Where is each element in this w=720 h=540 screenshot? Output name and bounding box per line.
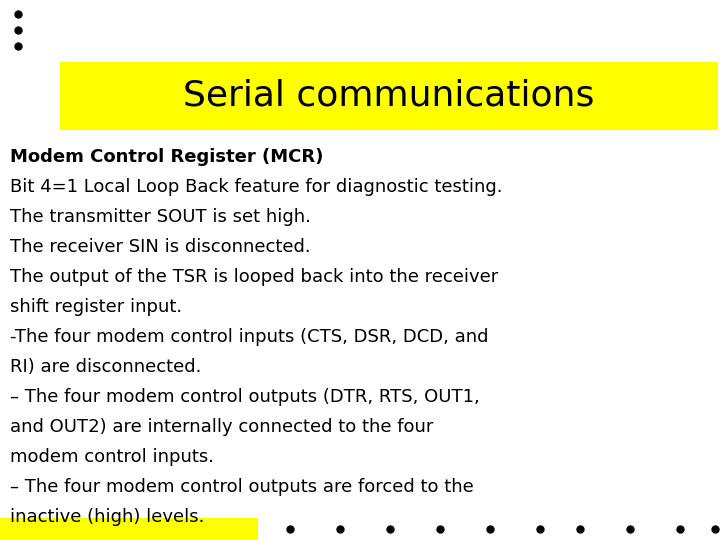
Text: RI) are disconnected.: RI) are disconnected.: [10, 358, 202, 376]
Text: and OUT2) are internally connected to the four: and OUT2) are internally connected to th…: [10, 418, 433, 436]
Text: -The four modem control inputs (CTS, DSR, DCD, and: -The four modem control inputs (CTS, DSR…: [10, 328, 488, 346]
Text: shift register input.: shift register input.: [10, 298, 182, 316]
Bar: [60, 62, 718, 130]
Text: inactive (high) levels.: inactive (high) levels.: [10, 508, 204, 526]
Text: The transmitter SOUT is set high.: The transmitter SOUT is set high.: [10, 208, 311, 226]
Text: Modem Control Register (MCR): Modem Control Register (MCR): [10, 148, 323, 166]
Text: – The four modem control outputs are forced to the: – The four modem control outputs are for…: [10, 478, 474, 496]
Text: Serial communications: Serial communications: [184, 79, 595, 113]
Text: modem control inputs.: modem control inputs.: [10, 448, 214, 466]
Text: – The four modem control outputs (DTR, RTS, OUT1,: – The four modem control outputs (DTR, R…: [10, 388, 480, 406]
Text: The receiver SIN is disconnected.: The receiver SIN is disconnected.: [10, 238, 310, 256]
Text: Bit 4=1 Local Loop Back feature for diagnostic testing.: Bit 4=1 Local Loop Back feature for diag…: [10, 178, 503, 196]
Bar: [0, 518, 258, 540]
Text: The output of the TSR is looped back into the receiver: The output of the TSR is looped back int…: [10, 268, 498, 286]
